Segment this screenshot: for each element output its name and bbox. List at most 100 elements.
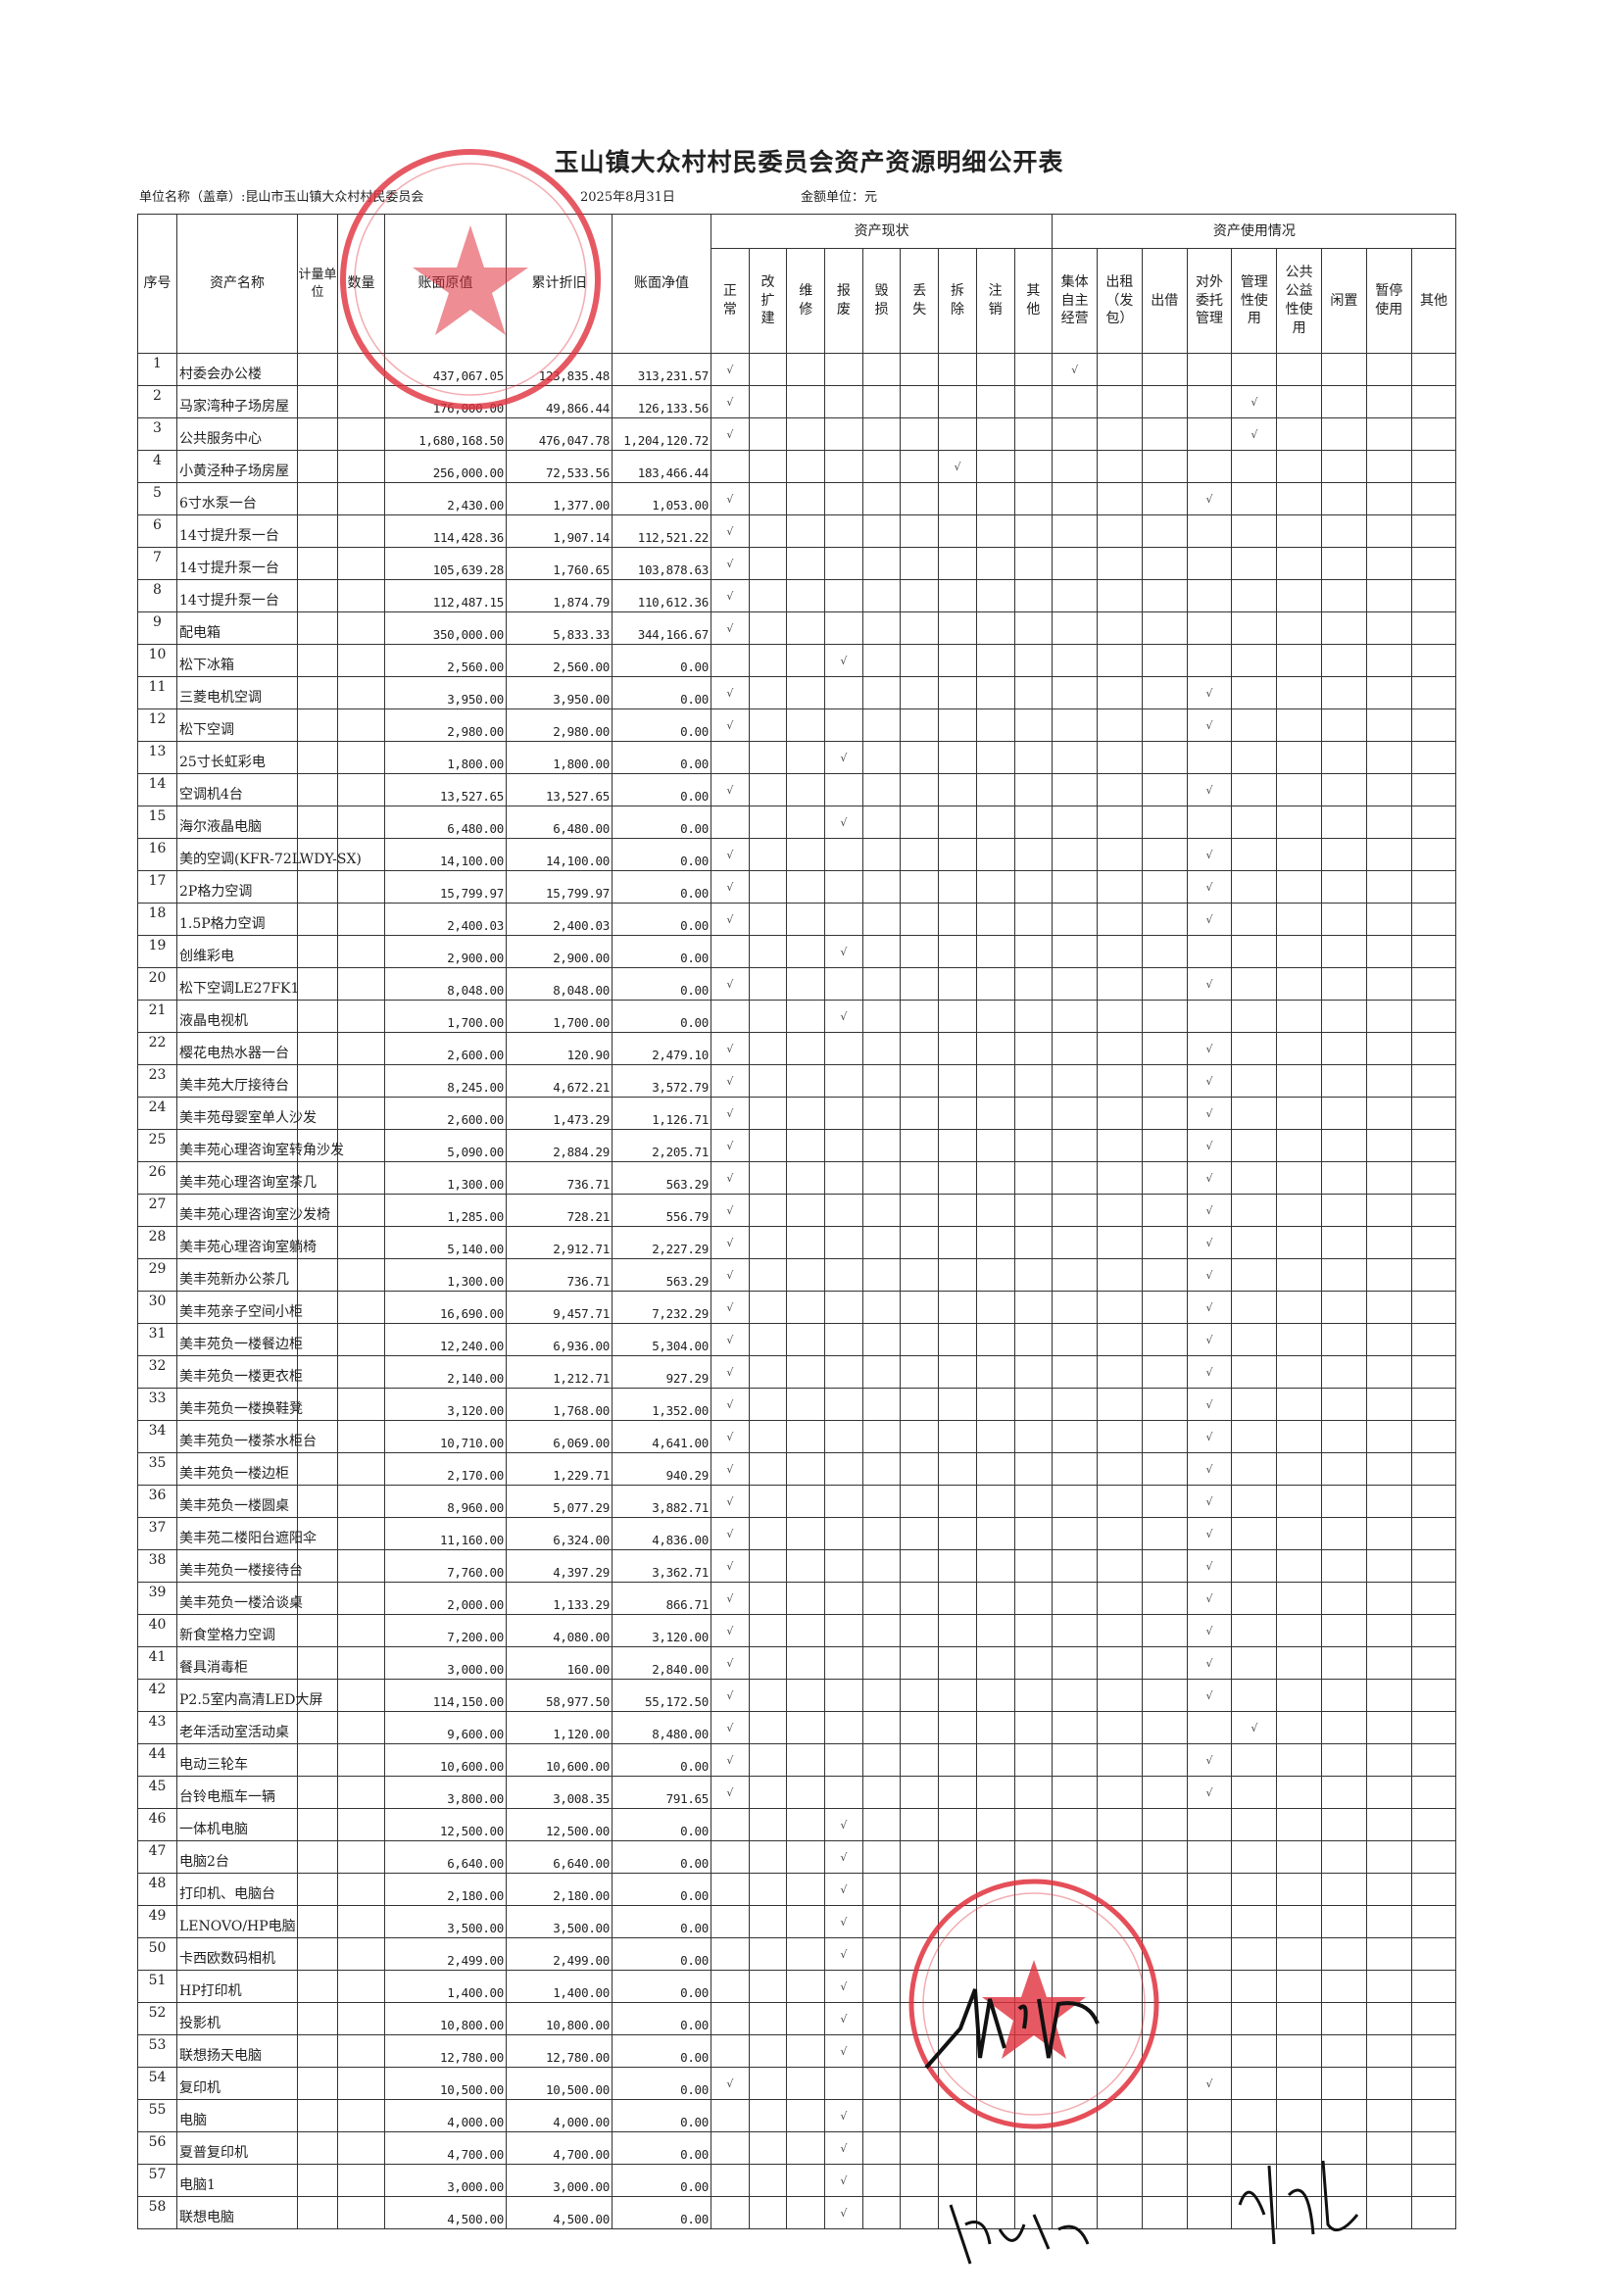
usage-check-6	[1321, 1194, 1367, 1227]
status-check-8	[1013, 1258, 1054, 1292]
usage-check-4	[1231, 2164, 1278, 2197]
usage-check-0	[1052, 1097, 1099, 1130]
asset-name: 创维彩电	[176, 935, 298, 968]
net-value: 0.00	[612, 1808, 711, 1841]
original-value: 3,800.00	[384, 1776, 507, 1809]
usage-check-8	[1410, 1129, 1457, 1162]
table-row: 15 海尔液晶电脑 6,480.00 6,480.00 0.00 √	[137, 806, 1457, 839]
usage-check-6	[1321, 1129, 1367, 1162]
net-value: 103,878.63	[612, 547, 711, 580]
asset-name: 14寸提升泵一台	[176, 514, 298, 548]
accumulated-depreciation: 2,980.00	[506, 708, 613, 742]
asset-name: 公共服务中心	[176, 417, 298, 451]
usage-check-1	[1097, 1485, 1143, 1518]
net-value: 183,466.44	[612, 450, 711, 483]
status-check-7	[975, 1226, 1015, 1259]
accumulated-depreciation: 10,500.00	[506, 2067, 613, 2100]
usage-check-0	[1052, 1485, 1099, 1518]
status-check-4	[861, 547, 902, 580]
usage-check-6	[1321, 417, 1367, 451]
status-check-5	[900, 1323, 940, 1356]
status-check-8	[1013, 967, 1054, 1001]
usage-check-8	[1410, 450, 1457, 483]
usage-check-6	[1321, 2196, 1367, 2229]
usage-check-2	[1141, 611, 1188, 645]
asset-name: 打印机、电脑台	[176, 1873, 298, 1906]
quantity-cell	[337, 611, 385, 645]
row-number: 51	[137, 1970, 177, 2003]
usage-check-0	[1052, 1776, 1099, 1809]
net-value: 3,882.71	[612, 1485, 711, 1518]
usage-check-3	[1186, 1808, 1233, 1841]
status-check-8	[1013, 547, 1054, 580]
usage-check-3: √	[1186, 967, 1233, 1001]
usage-check-1	[1097, 870, 1143, 904]
usage-check-2	[1141, 1679, 1188, 1712]
quantity-cell	[337, 1711, 385, 1744]
usage-check-3	[1186, 579, 1233, 612]
original-value: 2,499.00	[384, 1937, 507, 1971]
table-row: 55 电脑 4,000.00 4,000.00 0.00 √	[137, 2099, 1457, 2132]
status-check-0: √	[711, 1743, 750, 1777]
usage-check-7	[1365, 1582, 1412, 1615]
status-check-7	[975, 1388, 1015, 1421]
quantity-cell	[337, 1161, 385, 1195]
status-check-6	[938, 935, 977, 968]
usage-check-8	[1410, 579, 1457, 612]
usage-check-0	[1052, 1064, 1099, 1098]
usage-check-4	[1231, 1873, 1278, 1906]
status-check-7	[975, 1485, 1015, 1518]
status-check-0: √	[711, 1614, 750, 1647]
status-check-3	[824, 1129, 863, 1162]
quantity-cell	[337, 1679, 385, 1712]
status-check-5	[900, 1420, 940, 1453]
accumulated-depreciation: 1,377.00	[506, 482, 613, 515]
table-row: 19 创维彩电 2,900.00 2,900.00 0.00 √	[137, 935, 1457, 968]
status-check-1	[748, 1097, 788, 1130]
usage-check-8	[1410, 1064, 1457, 1098]
usage-check-7	[1365, 1194, 1412, 1227]
usage-check-3	[1186, 644, 1233, 677]
usage-check-3: √	[1186, 1355, 1233, 1389]
usage-check-3: √	[1186, 2067, 1233, 2100]
usage-check-2	[1141, 1355, 1188, 1389]
accumulated-depreciation: 1,400.00	[506, 1970, 613, 2003]
status-check-0	[711, 2131, 750, 2165]
status-check-0: √	[711, 1388, 750, 1421]
status-check-7	[975, 1194, 1015, 1227]
status-check-6	[938, 1226, 977, 1259]
header-status-4: 毁损	[861, 248, 902, 354]
status-check-7	[975, 806, 1015, 839]
status-check-0	[711, 2099, 750, 2132]
row-number: 4	[137, 450, 177, 483]
row-number: 52	[137, 2002, 177, 2035]
asset-name: 美丰苑负一楼更衣柜	[176, 1355, 303, 1389]
accumulated-depreciation: 10,800.00	[506, 2002, 613, 2035]
status-check-1	[748, 2196, 788, 2229]
unit-cell	[297, 2131, 338, 2165]
usage-check-1	[1097, 1097, 1143, 1130]
status-check-0: √	[711, 1679, 750, 1712]
usage-check-8	[1410, 1517, 1457, 1550]
status-check-2	[786, 450, 826, 483]
accumulated-depreciation: 1,874.79	[506, 579, 613, 612]
status-check-5	[900, 741, 940, 774]
status-check-5	[900, 385, 940, 418]
status-check-2	[786, 1161, 826, 1195]
status-check-1	[748, 2002, 788, 2035]
usage-check-1	[1097, 579, 1143, 612]
accumulated-depreciation: 10,600.00	[506, 1743, 613, 1777]
accumulated-depreciation: 5,833.33	[506, 611, 613, 645]
status-check-7	[975, 2099, 1015, 2132]
usage-check-6	[1321, 676, 1367, 709]
unit-cell	[297, 385, 338, 418]
usage-check-3	[1186, 935, 1233, 968]
usage-check-6	[1321, 806, 1367, 839]
table-row: 45 台铃电瓶车一辆 3,800.00 3,008.35 791.65 √ √	[137, 1776, 1457, 1809]
usage-check-5	[1276, 708, 1323, 742]
usage-check-1	[1097, 547, 1143, 580]
status-check-3	[824, 773, 863, 806]
usage-check-0	[1052, 450, 1099, 483]
header-no: 序号	[137, 214, 177, 354]
status-check-0: √	[711, 676, 750, 709]
